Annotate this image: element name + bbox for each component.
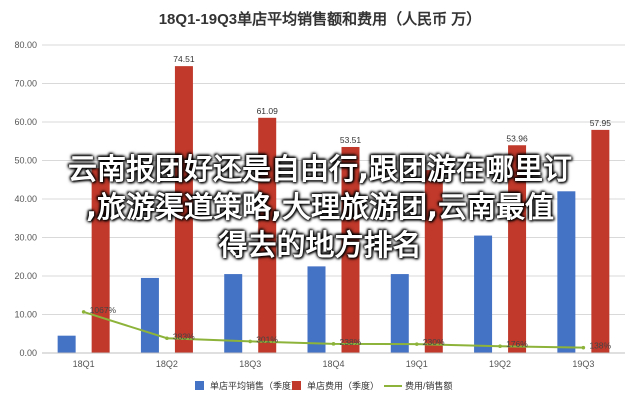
x-tick-label: 18Q1 — [73, 359, 95, 369]
y-tick-label: 40.00 — [14, 194, 37, 204]
x-tick-label: 19Q2 — [489, 359, 511, 369]
line-point — [498, 344, 502, 349]
y-tick-label: 80.00 — [14, 40, 37, 50]
line-data-label: 301% — [256, 334, 278, 344]
line-data-label: 383% — [173, 331, 195, 341]
bar — [224, 274, 243, 353]
bar-data-label: 53.51 — [340, 135, 362, 145]
line-point — [414, 342, 419, 346]
gridlines — [42, 44, 625, 354]
ratio-line: 1067% 383% 301% 238% 230% 176% 138% — [81, 305, 612, 351]
y-tick-label: 70.00 — [14, 79, 37, 89]
y-axis: 0.00 10.00 20.00 30.00 40.00 50.00 60.00 70.00 8… — [14, 40, 37, 358]
bar-data-label: 57.95 — [590, 118, 612, 128]
bar — [307, 266, 326, 353]
line-point — [331, 342, 336, 346]
y-tick-label: 30.00 — [14, 233, 37, 243]
y-tick-label: 60.00 — [14, 117, 37, 127]
x-tick-label: 18Q3 — [239, 359, 261, 369]
bar — [557, 191, 576, 353]
legend-label: 单店平均销售（季度） — [210, 380, 300, 391]
bar — [591, 129, 610, 353]
bar-data-label: 61.09 — [257, 106, 279, 116]
line-data-label: 230% — [423, 337, 445, 347]
y-tick-label: 10.00 — [14, 310, 37, 320]
x-tick-label: 19Q1 — [406, 359, 428, 369]
y-tick-label: 20.00 — [14, 271, 37, 281]
line-point — [581, 345, 586, 350]
line-data-label: 138% — [589, 341, 611, 351]
line-point — [165, 336, 169, 341]
line-point — [248, 339, 253, 344]
line-data-label: 1067% — [90, 305, 117, 315]
bar — [341, 146, 360, 353]
bars: 74.51 61.09 53.51 53.96 57.95 — [57, 54, 612, 353]
bar — [140, 277, 159, 353]
legend-label: 费用/销售额 — [405, 380, 453, 391]
x-tick-label: 19Q3 — [572, 359, 594, 369]
legend-swatch — [195, 381, 204, 390]
legend-swatch — [292, 381, 301, 390]
line-data-label: 176% — [506, 339, 528, 349]
bar-data-label: 53.96 — [506, 133, 528, 143]
bar — [258, 117, 277, 353]
line-data-label: 238% — [340, 337, 362, 347]
chart-title: 18Q1-19Q3单店平均销售额和费用（人民币 万） — [159, 10, 482, 28]
x-tick-label: 18Q4 — [322, 359, 344, 369]
x-tick-label: 18Q2 — [156, 359, 178, 369]
x-axis: 18Q1 18Q2 18Q3 18Q4 19Q1 19Q2 19Q3 — [42, 352, 625, 369]
bar-data-label: 74.51 — [173, 54, 195, 64]
bar — [508, 145, 527, 353]
bar — [57, 335, 76, 353]
y-tick-label: 0.00 — [19, 348, 37, 358]
bar — [390, 274, 409, 353]
bar — [474, 235, 493, 353]
legend: 单店平均销售（季度） 单店费用（季度） 费用/销售额 — [195, 380, 453, 391]
bar — [424, 170, 443, 353]
bar — [91, 168, 110, 353]
legend-label: 单店费用（季度） — [307, 380, 379, 391]
y-tick-label: 50.00 — [14, 156, 37, 166]
line-point — [81, 310, 86, 314]
bar — [174, 66, 193, 353]
